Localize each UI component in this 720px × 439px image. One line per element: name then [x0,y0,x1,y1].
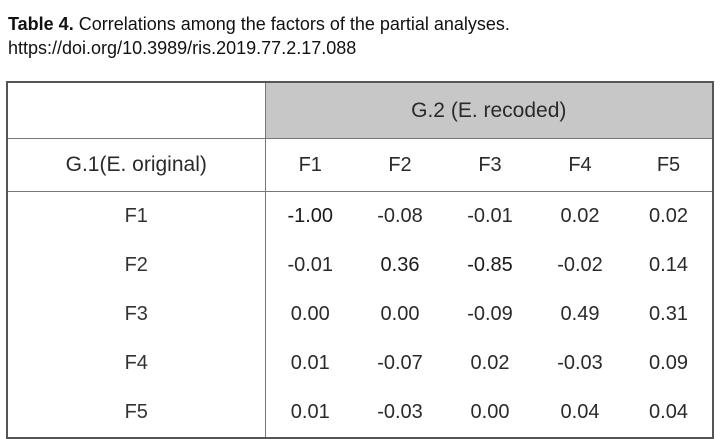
table-cell: 0.02 [560,205,600,227]
row-label: F2 [7,241,266,290]
table-cell: -0.09 [467,303,513,325]
table-cell: -0.08 [377,205,423,227]
row-label: F5 [7,388,266,438]
caption-text: Correlations among the factors of the pa… [73,14,510,34]
table-cell: -0.02 [557,254,603,276]
table-row: F4 0.01 -0.07 0.02 -0.03 0.09 [7,339,713,388]
group-header: G.2 (E. recoded) [265,82,714,139]
table-cell: -1.00 [287,205,334,227]
column-header-row: G.1(E. original) F1 F2 F3 F4 F5 [7,138,714,192]
table-cell: -0.85 [467,254,513,276]
column-header: F3 [445,138,535,192]
table-cell: 0.01 [290,401,330,423]
correlation-table: G.2 (E. recoded) G.1(E. original) F1 F2 … [6,81,715,439]
table-cell: 0.36 [380,254,420,276]
column-header: F2 [355,138,445,192]
table-cell: -0.03 [557,352,603,374]
table-cell: 0.01 [290,352,330,374]
table-cell: 0.02 [649,205,688,227]
table-cell: 0.49 [560,303,600,325]
table-cell: 0.31 [649,303,688,325]
table-cell: 0.00 [380,303,420,325]
caption-doi: https://doi.org/10.3989/ris.2019.77.2.17… [8,38,357,58]
table-cell: 0.14 [649,254,688,276]
table-caption: Table 4. Correlations among the factors … [8,12,708,60]
table-cell: 0.00 [470,401,510,423]
empty-corner-cell [7,82,266,139]
table-row: F5 0.01 -0.03 0.00 0.04 0.04 [7,388,713,438]
column-header: F5 [625,138,714,192]
column-header: F1 [265,138,355,192]
table-row: F3 0.00 0.00 -0.09 0.49 0.31 [7,290,713,339]
row-label: F1 [7,191,266,241]
table-cell: -0.01 [287,254,334,276]
table-row: F2 -0.01 0.36 -0.85 -0.02 0.14 [7,241,713,290]
table-cell: -0.03 [377,401,423,423]
table-cell: -0.07 [377,352,423,374]
table-cell: 0.09 [649,352,688,374]
table-cell: 0.00 [290,303,330,325]
stub-header: G.1(E. original) [7,138,266,192]
table-row: F1 -1.00 -0.08 -0.01 0.02 0.02 [7,191,713,241]
table-cell: 0.04 [560,401,600,423]
table-cell: 0.02 [470,352,510,374]
table-cell: 0.04 [649,401,688,423]
caption-label: Table 4. [8,14,74,34]
group-header-row: G.2 (E. recoded) [7,82,714,139]
table-body: F1 -1.00 -0.08 -0.01 0.02 0.02 F2 -0.01 0.36 -0.8… [7,191,713,438]
column-header: F4 [535,138,625,192]
row-label: F4 [7,339,266,388]
row-label: F3 [7,290,266,339]
table-cell: -0.01 [467,205,513,227]
